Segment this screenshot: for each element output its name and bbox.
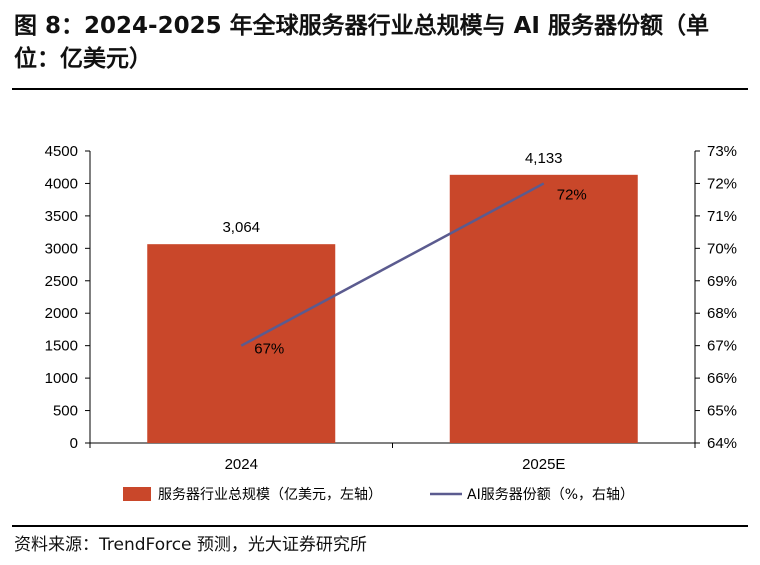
bar-data-label: 3,064 [222,219,260,236]
left-axis-tick-label: 2000 [45,305,78,322]
bar-2024 [147,244,336,443]
left-axis-tick-label: 4000 [45,175,78,192]
right-axis-tick-label: 70% [707,240,737,257]
right-axis-tick-label: 71% [707,208,737,225]
legend-bar-swatch [123,487,151,501]
left-axis-tick-label: 3000 [45,240,78,257]
left-axis-tick-label: 2500 [45,273,78,290]
right-axis-tick-label: 72% [707,175,737,192]
right-axis-tick-label: 69% [707,273,737,290]
left-axis-tick-label: 0 [70,435,78,452]
ai-share-line [240,182,545,347]
chart-title: 图 8：2024-2025 年全球服务器行业总规模与 AI 服务器份额（单位：亿… [14,13,709,72]
x-axis-category-label: 2024 [225,456,258,473]
bar-2025E [449,174,638,444]
left-axis-tick-label: 3500 [45,208,78,225]
bar-data-label: 4,133 [525,150,563,167]
left-axis-tick-label: 500 [53,403,78,420]
combo-chart: 0 500 1000 1500 2000 2500 3000 3500 4000 4500 64% 6… [45,143,737,503]
right-axis-tick-label: 68% [707,305,737,322]
legend-line-label: AI服务器份额（%，右轴） [467,487,634,503]
line-data-label: 67% [254,341,284,358]
right-axis-tick-label: 64% [707,435,737,452]
title-divider [12,88,748,90]
left-axis-tick-label: 1000 [45,370,78,387]
source-note: 资料来源：TrendForce 预测，光大证券研究所 [14,535,367,555]
right-axis-tick-label: 65% [707,403,737,420]
right-axis-tick-label: 66% [707,370,737,387]
left-axis-tick-label: 1500 [45,338,78,355]
x-axis-category-label: 2025E [522,456,565,473]
left-axis-tick-label: 4500 [45,143,78,160]
source-divider [12,525,748,527]
line-data-label: 72% [557,186,587,203]
legend-bar-label: 服务器行业总规模（亿美元，左轴） [158,487,382,503]
right-axis-tick-label: 73% [707,143,737,160]
right-axis-tick-label: 67% [707,338,737,355]
